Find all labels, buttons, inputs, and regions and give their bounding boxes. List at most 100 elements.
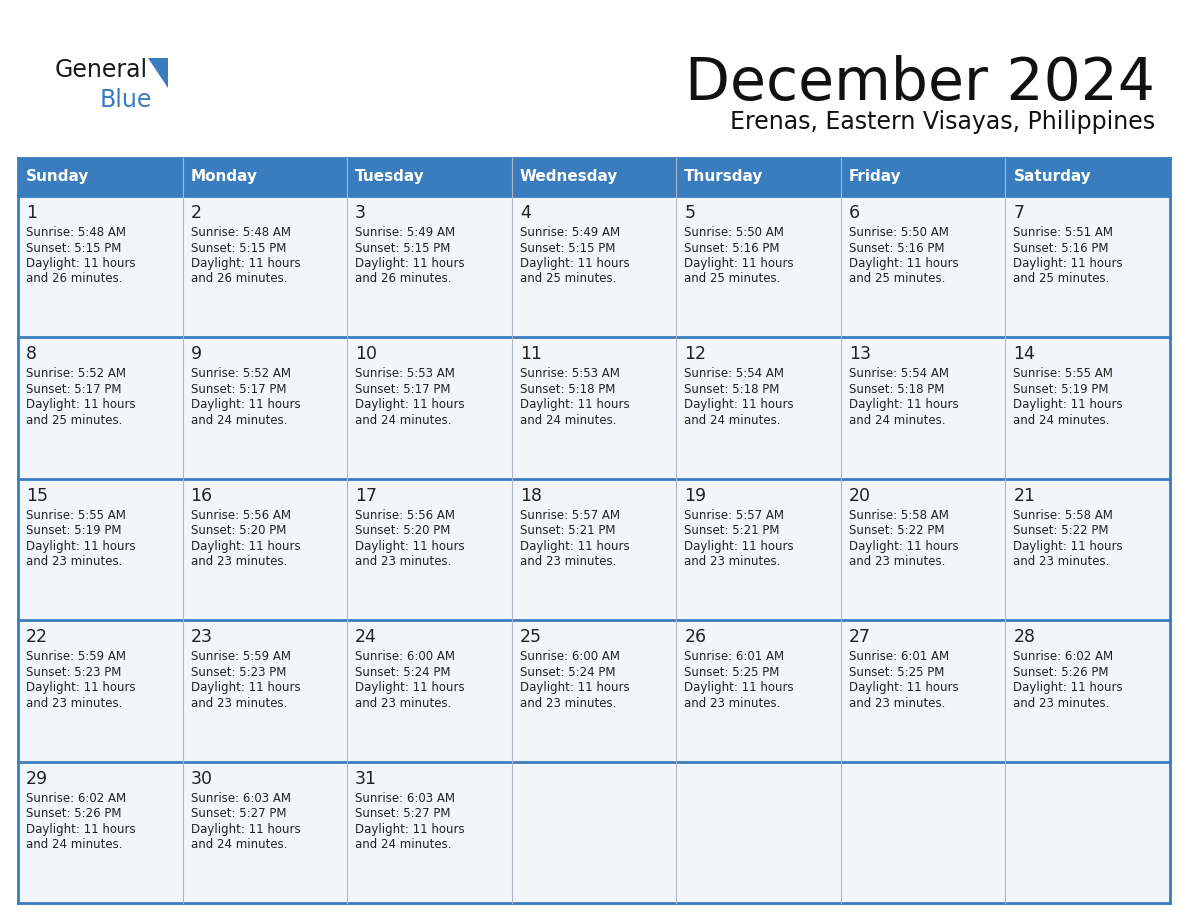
Text: Sunrise: 5:58 AM: Sunrise: 5:58 AM	[849, 509, 949, 521]
Text: Sunrise: 5:48 AM: Sunrise: 5:48 AM	[190, 226, 291, 239]
Text: Sunrise: 5:50 AM: Sunrise: 5:50 AM	[849, 226, 949, 239]
Text: Sunset: 5:23 PM: Sunset: 5:23 PM	[190, 666, 286, 678]
Text: Wednesday: Wednesday	[519, 170, 618, 185]
Text: 10: 10	[355, 345, 377, 364]
Text: and 23 minutes.: and 23 minutes.	[1013, 697, 1110, 710]
Bar	[18, 158, 1170, 196]
Text: and 26 minutes.: and 26 minutes.	[190, 273, 287, 285]
Text: and 24 minutes.: and 24 minutes.	[190, 414, 287, 427]
Text: Sunset: 5:22 PM: Sunset: 5:22 PM	[1013, 524, 1108, 537]
Text: and 23 minutes.: and 23 minutes.	[190, 697, 287, 710]
Text: Sunset: 5:19 PM: Sunset: 5:19 PM	[26, 524, 121, 537]
Text: Sunrise: 5:58 AM: Sunrise: 5:58 AM	[1013, 509, 1113, 521]
Text: and 24 minutes.: and 24 minutes.	[1013, 414, 1110, 427]
Text: 13: 13	[849, 345, 871, 364]
Bar	[1005, 338, 1170, 479]
Text: Erenas, Eastern Visayas, Philippines: Erenas, Eastern Visayas, Philippines	[729, 110, 1155, 134]
Bar	[512, 762, 676, 903]
Bar	[841, 338, 1005, 479]
Bar	[1005, 196, 1170, 338]
Text: Sunset: 5:25 PM: Sunset: 5:25 PM	[684, 666, 779, 678]
Text: 21: 21	[1013, 487, 1036, 505]
Text: Daylight: 11 hours: Daylight: 11 hours	[26, 540, 135, 553]
Text: Sunrise: 5:52 AM: Sunrise: 5:52 AM	[26, 367, 126, 380]
Bar	[18, 621, 183, 762]
Text: 27: 27	[849, 628, 871, 646]
Text: 2: 2	[190, 204, 202, 222]
Text: Sunset: 5:21 PM: Sunset: 5:21 PM	[684, 524, 779, 537]
Bar	[183, 479, 347, 621]
Text: 28: 28	[1013, 628, 1036, 646]
Text: Daylight: 11 hours: Daylight: 11 hours	[355, 398, 465, 411]
Text: Sunrise: 5:57 AM: Sunrise: 5:57 AM	[684, 509, 784, 521]
Text: Sunrise: 5:50 AM: Sunrise: 5:50 AM	[684, 226, 784, 239]
Text: Sunrise: 5:49 AM: Sunrise: 5:49 AM	[519, 226, 620, 239]
Text: and 23 minutes.: and 23 minutes.	[849, 555, 946, 568]
Text: and 26 minutes.: and 26 minutes.	[26, 273, 122, 285]
Text: Sunset: 5:17 PM: Sunset: 5:17 PM	[355, 383, 450, 396]
Text: and 24 minutes.: and 24 minutes.	[849, 414, 946, 427]
Bar	[347, 338, 512, 479]
Bar	[18, 196, 183, 338]
Text: Sunset: 5:16 PM: Sunset: 5:16 PM	[1013, 241, 1108, 254]
Text: Sunset: 5:26 PM: Sunset: 5:26 PM	[1013, 666, 1108, 678]
Text: and 24 minutes.: and 24 minutes.	[519, 414, 617, 427]
Text: Daylight: 11 hours: Daylight: 11 hours	[190, 257, 301, 270]
Text: Blue: Blue	[100, 88, 152, 112]
Bar	[347, 196, 512, 338]
Text: 23: 23	[190, 628, 213, 646]
Text: 16: 16	[190, 487, 213, 505]
Bar	[347, 762, 512, 903]
Text: Sunrise: 5:55 AM: Sunrise: 5:55 AM	[1013, 367, 1113, 380]
Text: Sunrise: 6:00 AM: Sunrise: 6:00 AM	[355, 650, 455, 663]
Text: Thursday: Thursday	[684, 170, 764, 185]
Text: and 25 minutes.: and 25 minutes.	[849, 273, 946, 285]
Text: Daylight: 11 hours: Daylight: 11 hours	[684, 681, 794, 694]
Bar	[1005, 762, 1170, 903]
Text: Sunset: 5:18 PM: Sunset: 5:18 PM	[519, 383, 615, 396]
Bar	[347, 621, 512, 762]
Text: 5: 5	[684, 204, 695, 222]
Text: and 25 minutes.: and 25 minutes.	[1013, 273, 1110, 285]
Text: Sunrise: 6:03 AM: Sunrise: 6:03 AM	[355, 791, 455, 804]
Text: Sunrise: 6:01 AM: Sunrise: 6:01 AM	[849, 650, 949, 663]
Text: 3: 3	[355, 204, 366, 222]
Text: Daylight: 11 hours: Daylight: 11 hours	[190, 681, 301, 694]
Text: Sunset: 5:15 PM: Sunset: 5:15 PM	[190, 241, 286, 254]
Text: Sunset: 5:15 PM: Sunset: 5:15 PM	[355, 241, 450, 254]
Text: and 23 minutes.: and 23 minutes.	[684, 555, 781, 568]
Text: 7: 7	[1013, 204, 1024, 222]
Text: and 23 minutes.: and 23 minutes.	[26, 697, 122, 710]
Text: Sunset: 5:25 PM: Sunset: 5:25 PM	[849, 666, 944, 678]
Bar	[183, 196, 347, 338]
Text: and 24 minutes.: and 24 minutes.	[355, 414, 451, 427]
Text: Sunrise: 6:01 AM: Sunrise: 6:01 AM	[684, 650, 784, 663]
Text: and 24 minutes.: and 24 minutes.	[190, 838, 287, 851]
Text: Sunrise: 5:53 AM: Sunrise: 5:53 AM	[519, 367, 620, 380]
Text: General: General	[55, 58, 148, 82]
Bar	[18, 479, 183, 621]
Text: 6: 6	[849, 204, 860, 222]
Text: Daylight: 11 hours: Daylight: 11 hours	[519, 681, 630, 694]
Text: 9: 9	[190, 345, 202, 364]
Text: Daylight: 11 hours: Daylight: 11 hours	[190, 398, 301, 411]
Text: and 24 minutes.: and 24 minutes.	[684, 414, 781, 427]
Text: Sunrise: 6:02 AM: Sunrise: 6:02 AM	[26, 791, 126, 804]
Bar	[347, 479, 512, 621]
Text: Sunset: 5:20 PM: Sunset: 5:20 PM	[355, 524, 450, 537]
Text: 15: 15	[26, 487, 48, 505]
Text: and 24 minutes.: and 24 minutes.	[26, 838, 122, 851]
Text: Daylight: 11 hours: Daylight: 11 hours	[355, 257, 465, 270]
Text: Daylight: 11 hours: Daylight: 11 hours	[190, 823, 301, 835]
Text: and 23 minutes.: and 23 minutes.	[519, 555, 617, 568]
Polygon shape	[148, 58, 168, 88]
Text: Daylight: 11 hours: Daylight: 11 hours	[684, 398, 794, 411]
Bar	[676, 762, 841, 903]
Bar	[183, 621, 347, 762]
Text: Daylight: 11 hours: Daylight: 11 hours	[684, 540, 794, 553]
Text: Sunset: 5:17 PM: Sunset: 5:17 PM	[26, 383, 121, 396]
Bar	[183, 762, 347, 903]
Text: Sunset: 5:24 PM: Sunset: 5:24 PM	[519, 666, 615, 678]
Bar	[183, 338, 347, 479]
Text: and 23 minutes.: and 23 minutes.	[684, 697, 781, 710]
